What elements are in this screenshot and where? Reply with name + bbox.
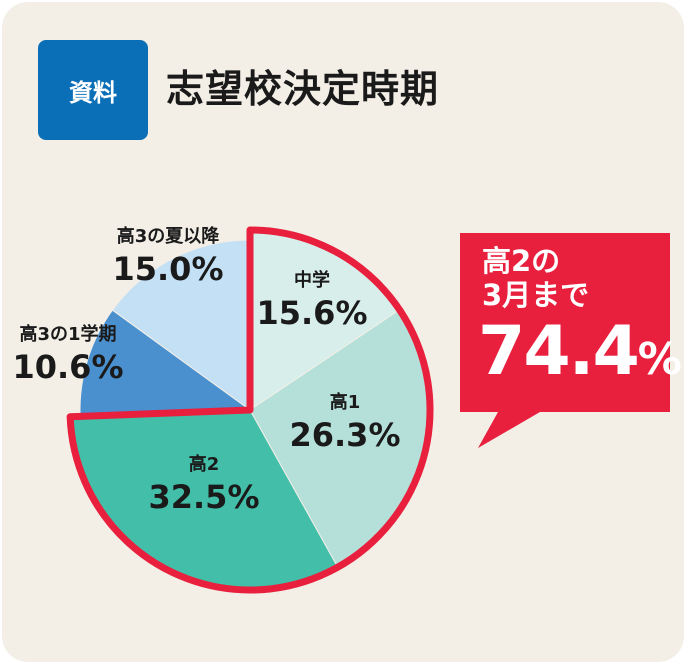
slice-value-label: 32.5%: [148, 478, 259, 516]
slice-value-label: 26.3%: [289, 416, 400, 454]
callout-value-unit: %: [637, 334, 682, 385]
slice-value-label: 15.0%: [112, 250, 223, 288]
slice-value-label: 15.6%: [256, 294, 367, 332]
slice-value-label: 10.6%: [12, 348, 123, 386]
material-badge: 資料: [38, 40, 148, 140]
slice-label: 中学: [294, 269, 330, 291]
callout-bubble: [460, 233, 670, 448]
callout-line-1: 高2の: [482, 244, 561, 278]
highlight-outline: [66, 226, 434, 594]
callout-value-number: 74.4: [478, 312, 640, 391]
pie-labels: 中学 15.6% 高1 26.3% 高2 32.5% 高3の1学期 10.6% 高3の夏以降 15…: [12, 225, 400, 516]
slice-label: 高3の夏以降: [117, 225, 221, 247]
pie-slice: [111, 239, 251, 411]
pie-slices: [69, 229, 431, 591]
slice-label: 高2: [189, 453, 220, 475]
page-title: 志望校決定時期: [166, 67, 440, 111]
badge-label: 資料: [69, 78, 117, 107]
callout-line-2: 3月まで: [482, 278, 590, 312]
slice-label: 高3の1学期: [19, 323, 116, 345]
callout: 高2の 3月まで 74.4%: [462, 244, 682, 400]
slice-label: 高1: [330, 391, 361, 413]
pie-slice: [79, 309, 252, 417]
callout-value: 74.4%: [462, 312, 682, 400]
